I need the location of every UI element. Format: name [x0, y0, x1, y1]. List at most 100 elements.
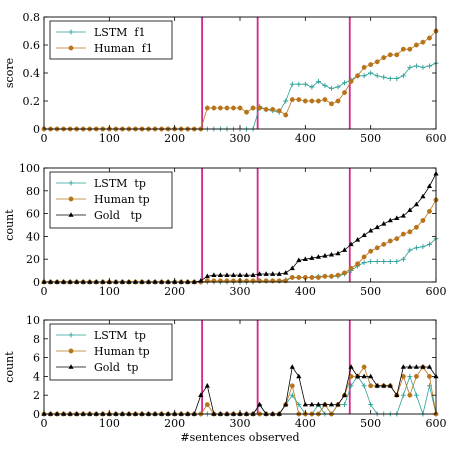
x-tick-label: 100: [99, 285, 120, 298]
data-point-gold: [335, 401, 341, 407]
data-point-gold: [61, 411, 67, 416]
data-point-human: [420, 217, 426, 223]
data-point-lstm: [381, 258, 387, 264]
data-point-gold: [341, 247, 348, 252]
data-point-gold: [296, 257, 302, 263]
data-point-gold: [152, 279, 158, 284]
data-point-gold: [355, 373, 361, 379]
data-point-human: [204, 402, 210, 408]
data-point-human: [329, 273, 334, 279]
data-point-gold: [361, 232, 367, 238]
data-point-gold: [341, 392, 348, 397]
data-point-lstm: [374, 73, 380, 79]
x-axis-label: #sentences observed: [180, 431, 299, 444]
data-point-human: [289, 383, 295, 389]
data-point-lstm: [335, 84, 341, 90]
data-point-gold: [328, 401, 335, 407]
data-point-lstm: [361, 383, 367, 389]
data-point-human: [407, 392, 413, 398]
data-point-human: [322, 273, 328, 279]
data-point-gold: [296, 373, 302, 379]
data-point-human: [237, 105, 243, 111]
data-point-gold: [74, 279, 80, 284]
data-point-human: [368, 62, 374, 68]
series-lstm: [41, 60, 439, 132]
x-tick-label: 400: [295, 285, 316, 298]
data-point-human: [394, 236, 400, 242]
y-tick-label: 0: [33, 276, 40, 289]
data-point-gold: [243, 411, 250, 416]
data-point-gold: [217, 272, 223, 277]
data-point-human: [270, 106, 276, 112]
y-axis-label: score: [3, 58, 16, 88]
data-point-lstm: [387, 258, 393, 264]
data-point-human: [283, 112, 289, 118]
data-point-human: [400, 231, 406, 237]
data-point-gold: [400, 213, 406, 218]
data-point-gold: [283, 270, 289, 275]
data-point-lstm: [309, 84, 315, 90]
data-point-gold: [368, 373, 374, 379]
data-point-gold: [263, 271, 269, 276]
data-point-lstm: [368, 402, 374, 408]
x-tick-label: 200: [164, 417, 185, 430]
data-point-human: [244, 109, 249, 115]
x-tick-label: 0: [41, 132, 48, 145]
y-tick-label: 2: [33, 389, 40, 402]
data-point-human: [315, 98, 321, 104]
data-point-gold: [374, 383, 380, 388]
legend-marker-gold: [68, 212, 74, 217]
data-point-human: [204, 105, 210, 111]
data-point-lstm: [413, 245, 419, 251]
data-point-gold: [204, 383, 210, 388]
data-point-human: [374, 245, 380, 251]
data-point-human: [309, 274, 315, 280]
data-point-lstm: [368, 258, 374, 264]
y-tick-label: 40: [26, 230, 40, 243]
data-point-human: [217, 105, 223, 111]
legend: LSTM tp Human tp Gold tp: [49, 323, 173, 381]
data-point-lstm: [322, 83, 328, 89]
legend-marker-gold: [68, 364, 74, 369]
data-point-human: [368, 383, 374, 389]
data-point-gold: [407, 364, 413, 369]
data-point-human: [289, 97, 295, 103]
data-point-lstm: [394, 76, 400, 82]
data-point-lstm: [426, 63, 432, 69]
data-point-gold: [309, 401, 315, 407]
data-point-gold: [309, 255, 315, 260]
data-point-gold: [407, 207, 413, 212]
data-point-gold: [322, 401, 328, 407]
y-tick-label: 0.2: [23, 95, 41, 108]
data-point-human: [427, 208, 432, 214]
legend: LSTM tp Human tp Gold tp: [49, 171, 173, 229]
x-tick-label: 500: [360, 285, 381, 298]
data-point-gold: [230, 272, 237, 277]
data-point-human: [381, 241, 387, 247]
data-point-gold: [387, 383, 393, 388]
legend-marker-human: [68, 45, 74, 51]
data-point-human: [387, 238, 393, 244]
data-point-gold: [289, 364, 295, 369]
data-point-gold: [348, 364, 354, 369]
y-tick-label: 0.4: [23, 67, 41, 80]
data-point-gold: [302, 401, 308, 407]
data-point-human: [420, 39, 426, 45]
data-point-gold: [61, 279, 67, 284]
data-point-human: [296, 274, 302, 280]
data-point-lstm: [420, 64, 426, 70]
data-point-lstm: [302, 81, 308, 87]
data-point-gold: [368, 227, 374, 233]
y-tick-label: 0: [33, 408, 40, 421]
data-point-gold: [394, 392, 400, 397]
data-point-gold: [328, 251, 335, 257]
legend-label-human: Human tp: [94, 345, 150, 358]
x-tick-label: 300: [230, 285, 251, 298]
data-point-gold: [257, 401, 263, 407]
data-point-gold: [250, 272, 256, 277]
y-tick-label: 0.6: [23, 39, 41, 52]
data-point-human: [368, 248, 374, 254]
data-point-human: [309, 98, 315, 104]
data-point-lstm: [296, 402, 302, 408]
data-point-human: [348, 265, 354, 271]
